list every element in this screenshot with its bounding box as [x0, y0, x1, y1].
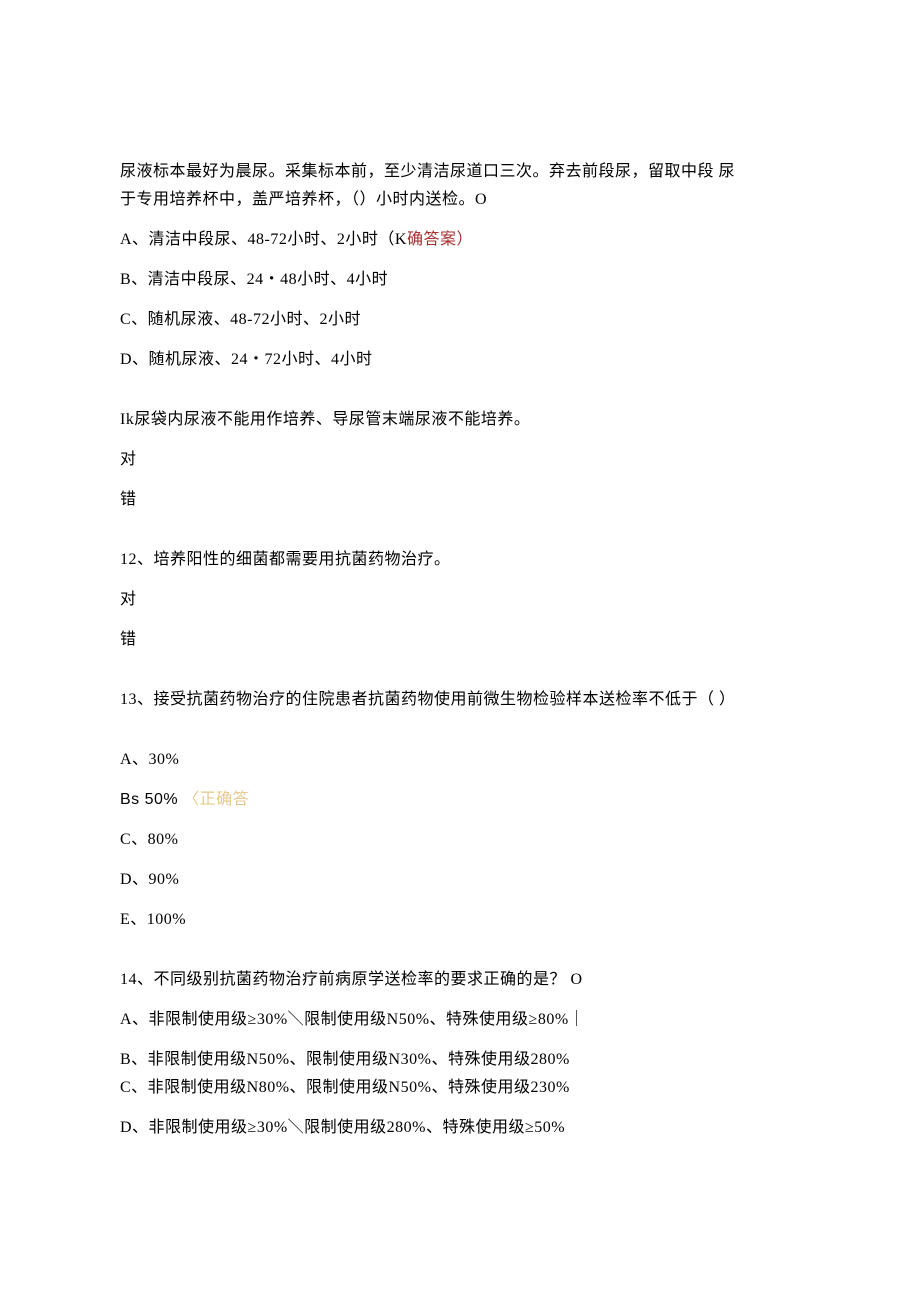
q11-false: 错 — [120, 488, 800, 512]
document-page: 尿液标本最好为晨尿。采集标本前，至少清洁尿道口三次。弃去前段尿，留取中段 尿 于… — [0, 0, 920, 1301]
correct-answer-tag: 确答案） — [407, 231, 473, 248]
spacer — [120, 948, 800, 968]
q13-stem: 13、接受抗菌药物治疗的住院患者抗菌药物使用前微生物检验样本送检率不低于（ ） — [120, 688, 800, 712]
spacer — [120, 388, 800, 408]
q14-option-a: A、非限制使用级≥30%＼限制使用级N50%、特殊使用级≥80%｜ — [120, 1008, 800, 1032]
spacer — [120, 728, 800, 748]
q10-option-a-text: A、清洁中段尿、48-72小时、2小时（K — [120, 231, 407, 248]
q13-option-b-text: Bs 50% — [120, 791, 183, 808]
correct-answer-tag: 〈正确答 — [183, 791, 249, 808]
q12-false: 错 — [120, 628, 800, 652]
spacer — [120, 668, 800, 688]
q10-stem-line1: 尿液标本最好为晨尿。采集标本前，至少清洁尿道口三次。弃去前段尿，留取中段 尿 — [120, 160, 800, 184]
q14-option-c: C、非限制使用级N80%、限制使用级N50%、特殊使用级230% — [120, 1076, 800, 1100]
q10-option-d: D、随机尿液、24・72小时、4小时 — [120, 348, 800, 372]
q10-option-c: C、随机尿液、48-72小时、2小时 — [120, 308, 800, 332]
q13-option-e: E、100% — [120, 908, 800, 932]
q13-option-a: A、30% — [120, 748, 800, 772]
q12-stem: 12、培养阳性的细菌都需要用抗菌药物治疗。 — [120, 548, 800, 572]
q13-option-b: Bs 50% 〈正确答 — [120, 788, 800, 812]
q11-stem: Ik尿袋内尿液不能用作培养、导尿管末端尿液不能培养。 — [120, 408, 800, 432]
q13-option-d: D、90% — [120, 868, 800, 892]
q10-option-b: B、清洁中段尿、24・48小时、4小时 — [120, 268, 800, 292]
spacer — [120, 528, 800, 548]
q10-option-a: A、清洁中段尿、48-72小时、2小时（K确答案） — [120, 228, 800, 252]
q14-stem: 14、不同级别抗菌药物治疗前病原学送检率的要求正确的是？ O — [120, 968, 800, 992]
q10-stem-line2: 于专用培养杯中，盖严培养杯，（）小时内送检。O — [120, 188, 800, 212]
q14-option-d: D、非限制使用级≥30%＼限制使用级280%、特殊使用级≥50% — [120, 1116, 800, 1140]
q13-option-c: C、80% — [120, 828, 800, 852]
q11-true: 对 — [120, 448, 800, 472]
q12-true: 对 — [120, 588, 800, 612]
q14-option-b: B、非限制使用级N50%、限制使用级N30%、特殊使用级280% — [120, 1048, 800, 1072]
